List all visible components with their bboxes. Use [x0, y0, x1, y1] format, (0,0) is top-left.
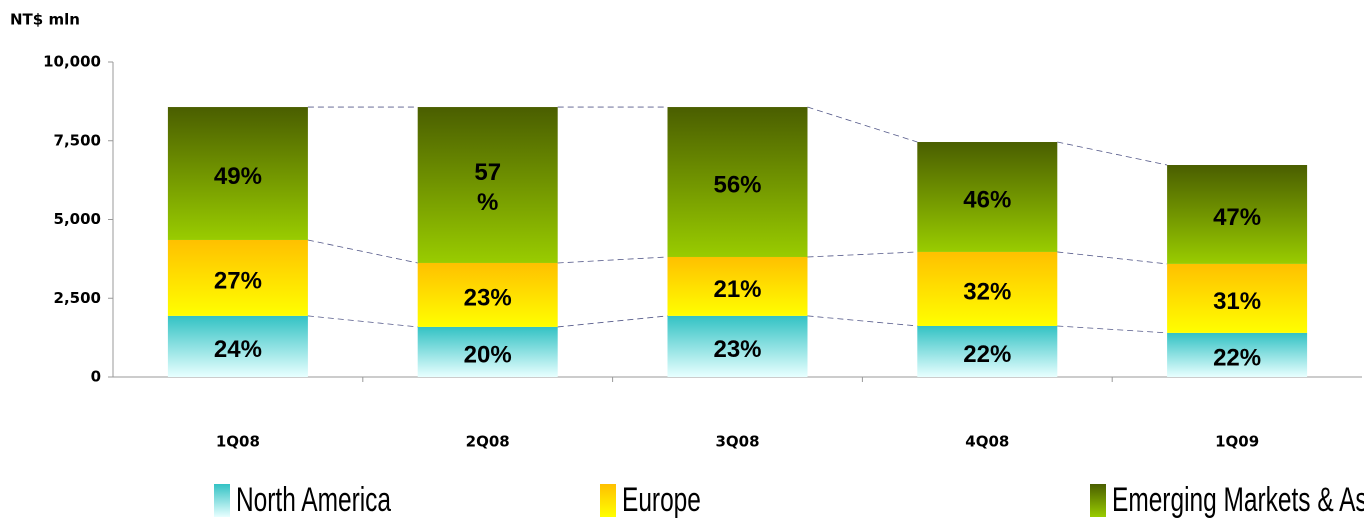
data-label: 31% [1213, 288, 1261, 315]
data-label: 57% [474, 159, 501, 216]
bar-segment [667, 107, 808, 257]
data-label: 47% [1213, 204, 1261, 231]
data-label: 22% [963, 341, 1011, 368]
legend-label: Emerging Markets & AsiaPac [1112, 481, 1364, 519]
data-label: 49% [214, 163, 262, 190]
data-label: 22% [1213, 344, 1261, 371]
x-tick-label: 1Q08 [216, 433, 260, 451]
connector-line [807, 315, 918, 327]
y-tick-label: 7,500 [54, 131, 101, 149]
data-label: 20% [464, 341, 512, 368]
connector-line [307, 315, 418, 328]
bar-segment [917, 142, 1058, 252]
legend-swatch [1090, 484, 1106, 517]
y-tick-label: 10,000 [43, 53, 101, 71]
data-label: 46% [963, 186, 1011, 213]
bar-segment [417, 107, 558, 263]
y-tick-label: 5,000 [54, 210, 101, 228]
x-tick-label: 3Q08 [715, 433, 759, 451]
data-label: 23% [464, 284, 512, 311]
bar-segment [167, 239, 308, 316]
bar-segment [1167, 263, 1308, 333]
y-axis-label: NT$ mln [10, 11, 80, 29]
legend-swatch [600, 484, 616, 517]
data-label: 23% [713, 336, 761, 363]
bar-segment [667, 256, 808, 316]
bar-segment [417, 262, 558, 327]
legend-label: North America [236, 481, 391, 519]
data-label: 24% [214, 336, 262, 363]
x-tick-label: 2Q08 [466, 433, 510, 451]
x-tick-label: 4Q08 [965, 433, 1009, 451]
data-label: 56% [713, 171, 761, 198]
legend-swatch [214, 484, 230, 517]
bar-segment [1167, 165, 1308, 264]
connector-line [1057, 141, 1168, 166]
connector-line [557, 256, 668, 264]
bar-segment [667, 315, 808, 377]
x-tick-label: 1Q09 [1215, 433, 1259, 451]
data-label: 21% [713, 276, 761, 303]
connector-line [557, 315, 668, 328]
bar-segment [167, 107, 308, 240]
bar-segment [167, 315, 308, 377]
data-label: 27% [214, 267, 262, 294]
bar-segment [917, 251, 1058, 326]
y-tick-label: 2,500 [54, 289, 101, 307]
bar-segment [417, 326, 558, 377]
data-label: 32% [963, 278, 1011, 305]
connector-line [1057, 251, 1168, 265]
connector-line [807, 251, 918, 258]
connector-line [307, 239, 418, 264]
legend-label: Europe [622, 481, 701, 519]
connector-line [807, 106, 918, 143]
bar-segment [1167, 332, 1308, 377]
connector-line [1057, 325, 1168, 334]
y-tick-label: 0 [91, 368, 101, 386]
bar-segment [917, 325, 1058, 377]
